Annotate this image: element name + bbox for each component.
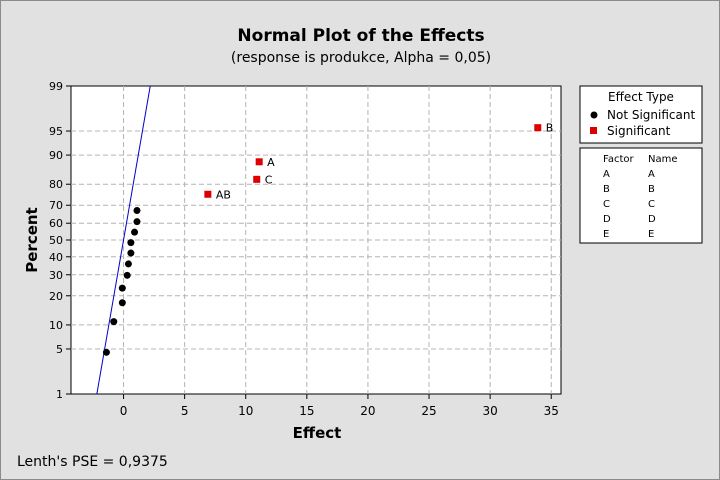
x-tick-label: 0 — [120, 404, 128, 418]
y-axis-title: Percent — [23, 207, 41, 272]
not-significant-point — [133, 206, 141, 214]
y-tick-label: 70 — [49, 199, 63, 212]
factor-cell: A — [603, 169, 610, 180]
not-significant-point — [127, 239, 135, 247]
y-tick-label: 20 — [49, 290, 63, 303]
reference-line — [96, 86, 151, 394]
x-tick-label: 30 — [482, 404, 497, 418]
legend-label-not-significant: Not Significant — [607, 108, 695, 122]
reference-line-group — [96, 86, 151, 394]
name-cell: A — [648, 169, 655, 180]
not-significant-point — [127, 249, 135, 257]
not-significant-point — [123, 271, 131, 279]
significant-point — [534, 124, 542, 132]
significant-point — [255, 158, 263, 166]
name-header: Name — [648, 154, 678, 165]
y-tick-label: 90 — [49, 149, 63, 162]
legend-box: Effect Type Not Significant Significant — [579, 85, 703, 144]
y-tick-label: 99 — [49, 80, 63, 93]
y-tick-label: 1 — [56, 388, 63, 401]
chart-subtitle: (response is produkce, Alpha = 0,05) — [231, 50, 491, 66]
not-significant-point — [131, 228, 139, 236]
legend-label-significant: Significant — [607, 124, 671, 138]
y-tick-label: 10 — [49, 319, 63, 332]
legend-title: Effect Type — [608, 90, 674, 104]
x-tick-label: 5 — [181, 404, 189, 418]
chart-title: Normal Plot of the Effects — [237, 26, 484, 46]
y-axis-ticks: 1 5 10 20 30 40 50 60 70 80 90 95 99 — [49, 80, 71, 401]
factor-cell: D — [603, 214, 611, 225]
y-tick-label: 95 — [49, 125, 63, 138]
x-axis-ticks: 0 5 10 15 20 25 30 35 — [120, 394, 559, 418]
legend-frame — [579, 85, 703, 144]
lenth-pse-footer: Lenth's PSE = 0,9375 — [17, 454, 168, 470]
not-significant-point — [118, 284, 126, 292]
name-cell: E — [648, 229, 654, 240]
grid-lines — [71, 86, 561, 394]
factor-header: Factor — [603, 154, 634, 165]
significant-point — [253, 175, 261, 183]
factor-cell: C — [603, 199, 610, 210]
not-significant-point — [124, 260, 132, 268]
x-tick-label: 15 — [299, 404, 314, 418]
legend-marker-significant — [590, 127, 597, 134]
x-tick-label: 25 — [421, 404, 436, 418]
x-tick-label: 10 — [238, 404, 253, 418]
legend-marker-not-significant — [590, 111, 598, 119]
name-cell: B — [648, 184, 655, 195]
y-tick-label: 40 — [49, 251, 63, 264]
name-cell: D — [648, 214, 656, 225]
significant-point — [204, 190, 212, 198]
x-tick-label: 20 — [360, 404, 375, 418]
x-tick-label: 35 — [544, 404, 559, 418]
y-tick-label: 80 — [49, 178, 63, 191]
point-label: C — [265, 173, 273, 186]
point-label: B — [546, 122, 554, 135]
not-significant-point — [102, 348, 110, 356]
point-label: A — [267, 156, 275, 169]
factor-table: Factor Name A A B B C C D D E E — [579, 147, 703, 244]
not-significant-point — [110, 318, 118, 326]
y-tick-label: 5 — [56, 343, 63, 356]
factor-table-frame — [579, 147, 703, 244]
factor-cell: E — [603, 229, 609, 240]
name-cell: C — [648, 199, 655, 210]
not-significant-point — [118, 299, 126, 307]
factor-cell: B — [603, 184, 610, 195]
y-tick-label: 30 — [49, 269, 63, 282]
not-significant-point — [133, 218, 141, 226]
point-label: AB — [216, 188, 231, 201]
y-tick-label: 60 — [49, 217, 63, 230]
y-tick-label: 50 — [49, 234, 63, 247]
x-axis-title: Effect — [293, 424, 342, 442]
